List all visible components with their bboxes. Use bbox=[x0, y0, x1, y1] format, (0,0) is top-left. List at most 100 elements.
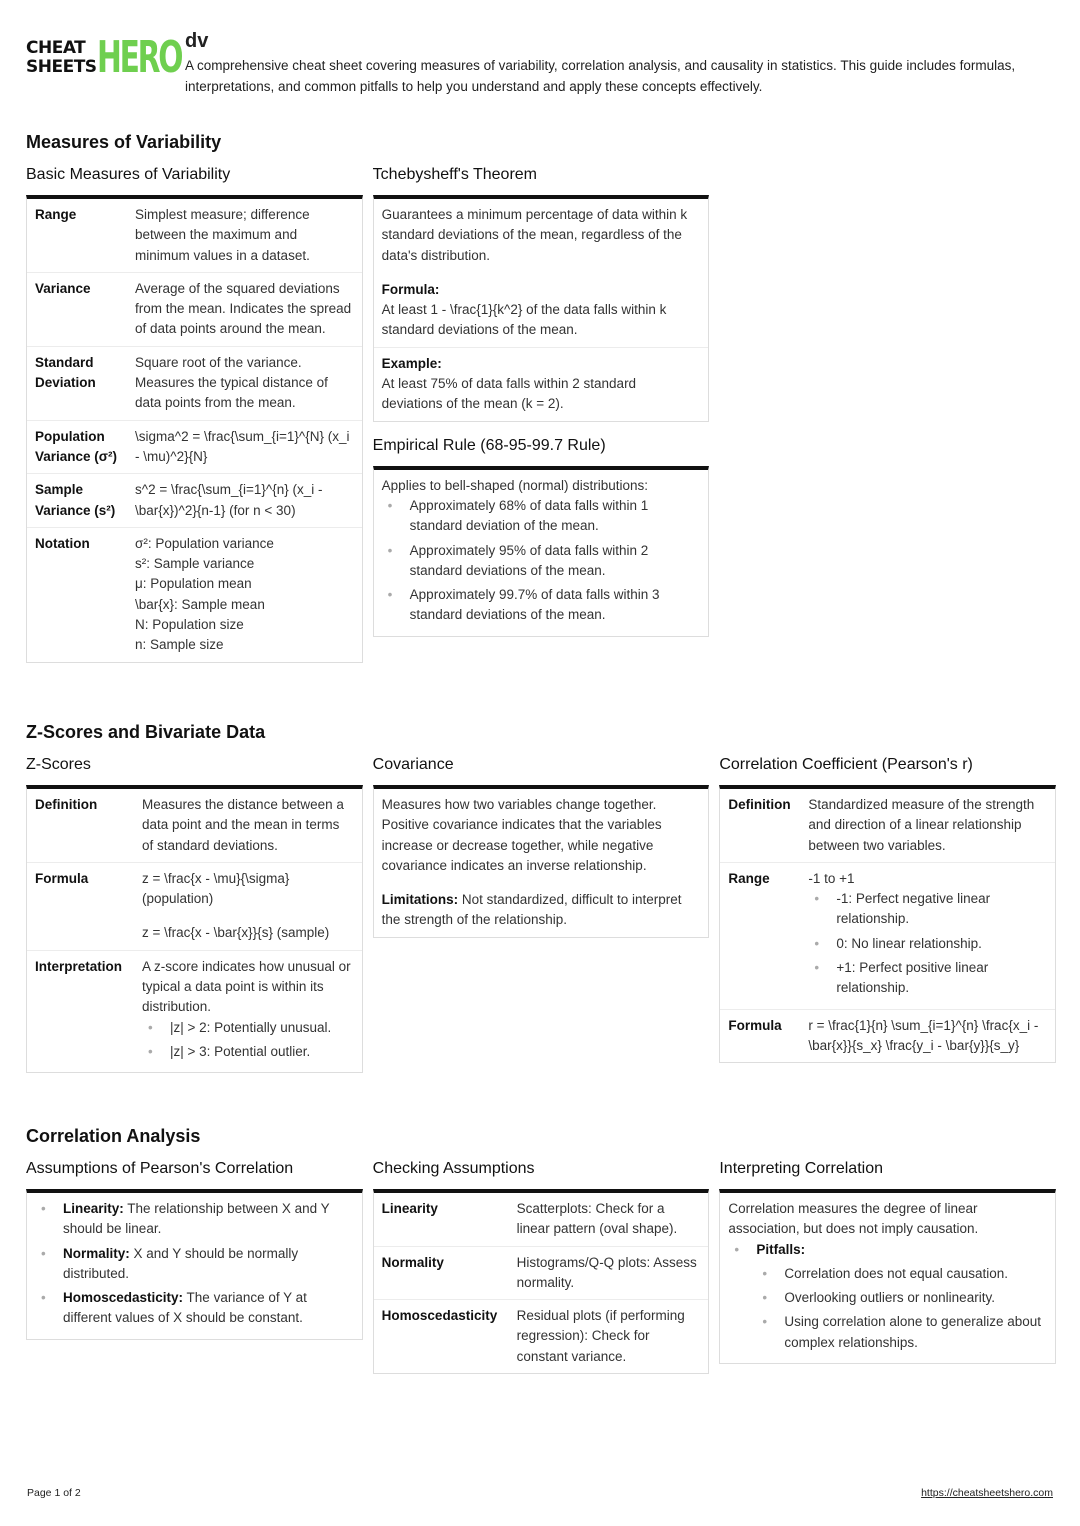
card-title: Empirical Rule (68-95-99.7 Rule) bbox=[372, 436, 606, 454]
card-title: Checking Assumptions bbox=[372, 1160, 535, 1177]
row-label: Range bbox=[728, 870, 770, 886]
row-label: Normality bbox=[381, 1254, 444, 1270]
row-value: s^2 = \frac{\sum_{i=1}^{n} (x_i - \bar{x… bbox=[135, 480, 354, 521]
block-text: \sigma^2 = \frac{\sum_{i=1}^{N} (x_i - \… bbox=[135, 428, 350, 464]
item-text: |z| > 2: Potentially unusual. bbox=[170, 1019, 332, 1035]
row-value: Correlation measures the degree of linea… bbox=[728, 1199, 1047, 1357]
item-text: |z| > 3: Potential outlier. bbox=[170, 1043, 311, 1059]
block-text: \bar{x}: Sample mean bbox=[135, 596, 265, 612]
column: Basic Measures of Variability Range Simple… bbox=[26, 165, 363, 677]
card-body: Definition Standardized measure of the st… bbox=[719, 785, 1057, 1064]
table-row: Normality Histograms/Q-Q plots: Assess no… bbox=[373, 1245, 709, 1300]
row-value: A z-score indicates how unusual or typic… bbox=[142, 957, 354, 1066]
block-label: Limitations: bbox=[381, 892, 459, 908]
row-value: Square root of the variance. Measures th… bbox=[135, 353, 354, 414]
row-value: Simplest measure; difference between the… bbox=[135, 205, 354, 266]
list-item: Pitfalls: Correlation does not equal caus… bbox=[728, 1240, 1047, 1353]
table-row: Formula z = \frac{x - \mu}{\sigma} (popul… bbox=[27, 861, 362, 950]
section-columns: Z-Scores Definition Measures the distance … bbox=[26, 755, 1057, 1087]
table-row: Linearity Scatterplots: Check for a linea… bbox=[374, 1193, 709, 1246]
item-text: 0: No linear relationship. bbox=[836, 935, 982, 951]
list-item: Homoscedasticity: The variance of Y at d… bbox=[35, 1288, 354, 1329]
block-text: Average of the squared deviations from t… bbox=[135, 280, 352, 337]
table-row: Definition Measures the distance between … bbox=[27, 789, 362, 862]
block-text: Histograms/Q-Q plots: Assess normality. bbox=[516, 1254, 697, 1290]
card-body: Measures how two variables change togeth… bbox=[372, 785, 710, 938]
block-text: r = \frac{1}{n} \sum_{i=1}^{n} \frac{x_i… bbox=[808, 1017, 1039, 1053]
item-text: Overlooking outliers or nonlinearity. bbox=[784, 1290, 995, 1306]
table-row: Standard Deviation Square root of the var… bbox=[27, 345, 362, 420]
card-covariance: Covariance Measures how two variables cha… bbox=[372, 755, 710, 938]
bullet-list: |z| > 2: Potentially unusual. |z| > 3: Po… bbox=[142, 1018, 354, 1063]
row-label: Standard Deviation bbox=[35, 354, 96, 391]
card-body: Definition Measures the distance between … bbox=[26, 785, 363, 1074]
row-value: Measures how two variables change togeth… bbox=[382, 795, 701, 931]
bullet-list: -1: Perfect negative linear relationship… bbox=[808, 889, 1047, 998]
card-zscores: Z-Scores Definition Measures the distance … bbox=[26, 755, 363, 1074]
block-text: Measures the distance between a data poi… bbox=[142, 797, 344, 853]
list-item: |z| > 3: Potential outlier. bbox=[142, 1042, 354, 1063]
table-row: Interpretation A z-score indicates how un… bbox=[27, 949, 362, 1072]
table-row: Sample Variance (s²) s^2 = \frac{\sum_{i=… bbox=[27, 473, 362, 527]
card-body: Applies to bell-shaped (normal) distribu… bbox=[372, 465, 710, 637]
list-item: |z| > 2: Potentially unusual. bbox=[142, 1018, 354, 1039]
block-text: μ: Population mean bbox=[135, 576, 252, 592]
row-value: Linearity: The relationship between X an… bbox=[35, 1199, 354, 1333]
block-text: σ²: Population variance bbox=[135, 535, 274, 551]
list-item: Approximately 68% of data falls within 1… bbox=[382, 496, 701, 537]
item-label: Homoscedasticity: bbox=[63, 1290, 184, 1306]
block-text: At least 1 - \frac{1}{k^2} of the data f… bbox=[381, 302, 667, 338]
table-row: Measures how two variables change togeth… bbox=[374, 789, 709, 937]
row-label: Homoscedasticity bbox=[381, 1308, 498, 1324]
section-0: Measures of Variability Basic Measures of… bbox=[26, 131, 1056, 677]
item-label: Pitfalls: bbox=[756, 1241, 806, 1257]
cheatsheetshero-logo[interactable]: CHEAT SHEETS HERO bbox=[26, 31, 183, 83]
row-value: Measures the distance between a data poi… bbox=[142, 795, 354, 856]
block-text: Residual plots (if performing regression… bbox=[516, 1308, 685, 1364]
list-item: +1: Perfect positive linear relationship… bbox=[808, 958, 1047, 999]
card-title: Correlation Coefficient (Pearson's r) bbox=[719, 756, 973, 773]
block-text: Guarantees a minimum percentage of data … bbox=[381, 207, 688, 263]
table-row: Range Simplest measure; difference betwee… bbox=[27, 199, 362, 272]
section-2: Correlation Analysis Assumptions of Pears… bbox=[26, 1125, 1057, 1388]
table-row: Homoscedasticity Residual plots (if perfo… bbox=[373, 1299, 709, 1373]
block-text: Standardized measure of the strength and… bbox=[808, 797, 1035, 853]
block-text: At least 75% of data falls within 2 stan… bbox=[381, 376, 637, 412]
row-label: Linearity bbox=[381, 1201, 438, 1216]
table-row: Formula r = \frac{1}{n} \sum_{i=1}^{n} \f… bbox=[720, 1008, 1056, 1063]
section-title: Measures of Variability bbox=[26, 132, 222, 152]
block-heading: Example: bbox=[381, 355, 442, 371]
list-item: 0: No linear relationship. bbox=[808, 934, 1047, 955]
page-description: A comprehensive cheat sheet covering mea… bbox=[185, 58, 1016, 94]
block-text: Simplest measure; difference between the… bbox=[135, 207, 310, 263]
row-value: Standardized measure of the strength and… bbox=[808, 795, 1047, 856]
table-row: Range -1 to +1 -1: Perfect negative linear… bbox=[720, 861, 1056, 1009]
footer-link[interactable]: https://cheatsheetshero.com bbox=[921, 1487, 1053, 1499]
block-text: s²: Sample variance bbox=[135, 556, 255, 572]
bullet-list: Correlation does not equal causation. Ove… bbox=[756, 1264, 1047, 1353]
section-title: Z-Scores and Bivariate Data bbox=[26, 722, 266, 742]
list-item: Overlooking outliers or nonlinearity. bbox=[756, 1288, 1047, 1309]
row-label: Sample Variance (s²) bbox=[35, 482, 116, 518]
table-row: Notation σ²: Population variance s²: Sampl… bbox=[27, 526, 362, 662]
item-label: Normality: bbox=[63, 1245, 130, 1261]
row-value: Example: At least 75% of data falls withi… bbox=[382, 354, 701, 415]
list-item: Correlation does not equal causation. bbox=[756, 1264, 1047, 1285]
item-text: +1: Perfect positive linear relationship… bbox=[836, 960, 989, 996]
block-text: z = \frac{x - \mu}{\sigma} (population) bbox=[142, 870, 290, 907]
list-item: Linearity: The relationship between X an… bbox=[35, 1199, 354, 1240]
item-text: Approximately 99.7% of data falls within… bbox=[409, 587, 660, 623]
block-value: Not standardized, difficult to interpret… bbox=[381, 892, 682, 928]
row-value: Guarantees a minimum percentage of data … bbox=[382, 205, 701, 341]
block-text: Scatterplots: Check for a linear pattern… bbox=[516, 1201, 678, 1237]
list-item: Normality: X and Y should be normally di… bbox=[35, 1244, 354, 1285]
block-text: Limitations: Not standardized, difficult… bbox=[382, 890, 701, 931]
row-value: \sigma^2 = \frac{\sum_{i=1}^{N} (x_i - \… bbox=[135, 427, 354, 468]
row-value: Histograms/Q-Q plots: Assess normality. bbox=[517, 1253, 701, 1294]
column: Tchebysheff's Theorem Guarantees a minimu… bbox=[372, 165, 710, 651]
row-value: -1 to +1 -1: Perfect negative linear rela… bbox=[808, 869, 1047, 1003]
item-text: Correlation does not equal causation. bbox=[784, 1265, 1008, 1281]
row-label: Notation bbox=[35, 535, 90, 551]
table-row: Population Variance (σ²) \sigma^2 = \frac… bbox=[27, 419, 362, 474]
row-label: Variance bbox=[35, 280, 91, 296]
